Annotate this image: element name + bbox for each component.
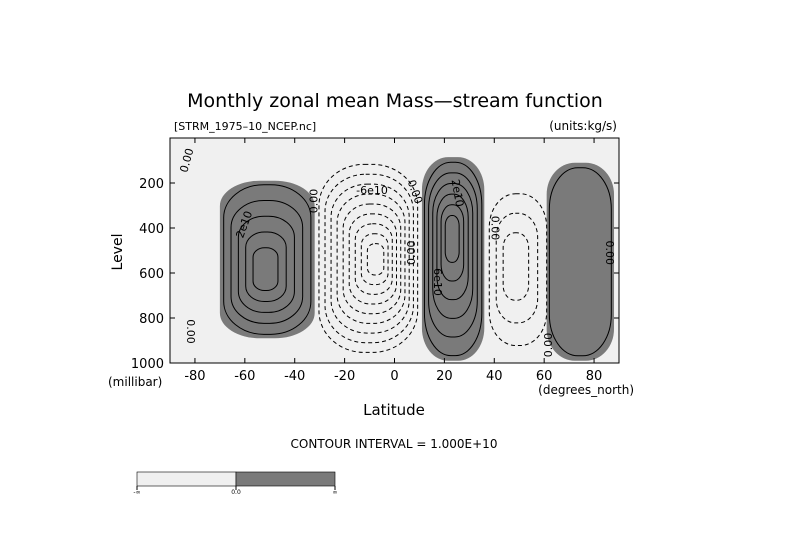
x-tick-label-4: 0 [390,369,398,384]
units-label: (units:kg/s) [549,119,617,133]
positive-region-4 [546,162,615,361]
positive-contour-0-3 [245,231,287,302]
positive-region-2 [421,157,485,361]
y-axis: 200 400 600 800 1000 [131,177,619,372]
contour-label-3: -6e10 [356,184,388,197]
y-tick-label-2: 600 [139,267,164,282]
colorbar-label-1: 0.0 [231,489,241,496]
positive-contour-4-0 [548,167,612,357]
x-tick-label-6: 40 [486,369,503,384]
y-tick-label-1: 400 [139,222,164,237]
positive-contour-2-3 [436,193,469,301]
positive-contour-2-0 [423,161,483,357]
contour-label-9: 0.00 [542,333,555,358]
negative-contour-1-5 [348,213,397,305]
contour-label-10: 0.00 [603,241,616,266]
positive-contour-0-0 [223,184,312,335]
y-tick-label-0: 200 [139,177,164,192]
contour-label-7: 6e10 [431,268,444,296]
positive-contour-0-2 [237,215,295,313]
colorbar-labels: -∞ 0.0 ∞ [133,486,338,496]
negative-contour-3-1 [495,212,539,324]
negative-contour-3-2 [502,232,530,301]
negative-contour-1-6 [354,223,393,295]
x-axis: -80 -60 -40 -20 0 20 40 60 80 [184,138,602,384]
colorbar-positive [235,471,336,487]
x-tick-label-5: 20 [436,369,453,384]
colorbar-negative [136,471,237,487]
contour-label-5: 0.00 [405,241,418,266]
y-tick-label-3: 800 [139,312,164,327]
negative-contour-1-2 [330,183,410,334]
contour-label-2: 0.00 [308,189,321,214]
contour-interval-text: CONTOUR INTERVAL = 1.000E+10 [291,437,498,451]
x-tick-label-2: -40 [284,369,305,384]
contour-label-6: 2e10 [449,178,467,208]
y-axis-label: Level [110,234,126,271]
positive-contour-2-1 [428,172,478,338]
x-tick-label-8: 80 [586,369,603,384]
negative-contour-1-7 [360,233,389,286]
positive-contour-2-2 [432,183,474,319]
positive-contour-2-5 [444,214,460,263]
colorbar-label-0: -∞ [133,489,140,496]
colorbar-label-2: ∞ [333,489,338,496]
x-tick-label-1: -60 [234,369,255,384]
y-tick-label-4: 1000 [131,357,164,372]
y-axis-unit: (millibar) [108,375,162,389]
x-axis-unit: (degrees_north) [538,383,634,397]
colorbar: -∞ 0.0 ∞ [133,471,338,496]
negative-contour-1-3 [336,193,406,324]
negative-contour-1-8 [366,243,385,276]
x-tick-label-3: -20 [334,369,355,384]
negative-contour-1-4 [342,203,402,315]
file-label: [STRM_1975–10_NCEP.nc] [174,120,316,133]
x-tick-label-7: 60 [536,369,553,384]
positive-contour-0-1 [230,199,304,324]
contour-label-0: 0.00 [178,147,197,174]
contour-fills [219,157,615,361]
contour-label-11: 0.00 [184,319,197,344]
negative-contour-1-1 [324,173,414,344]
contour-lines [223,161,612,357]
x-axis-label: Latitude [363,401,425,419]
positive-contour-0-4 [252,247,279,292]
negative-contour-3-0 [488,193,548,347]
positive-region-0 [219,180,315,339]
chart-title: Monthly zonal mean Mass—stream function [187,90,603,112]
contour-label-8: 0.00 [488,216,501,241]
negative-contour-1-0 [318,163,419,353]
x-tick-label-0: -80 [184,369,205,384]
positive-contour-2-4 [440,204,465,282]
